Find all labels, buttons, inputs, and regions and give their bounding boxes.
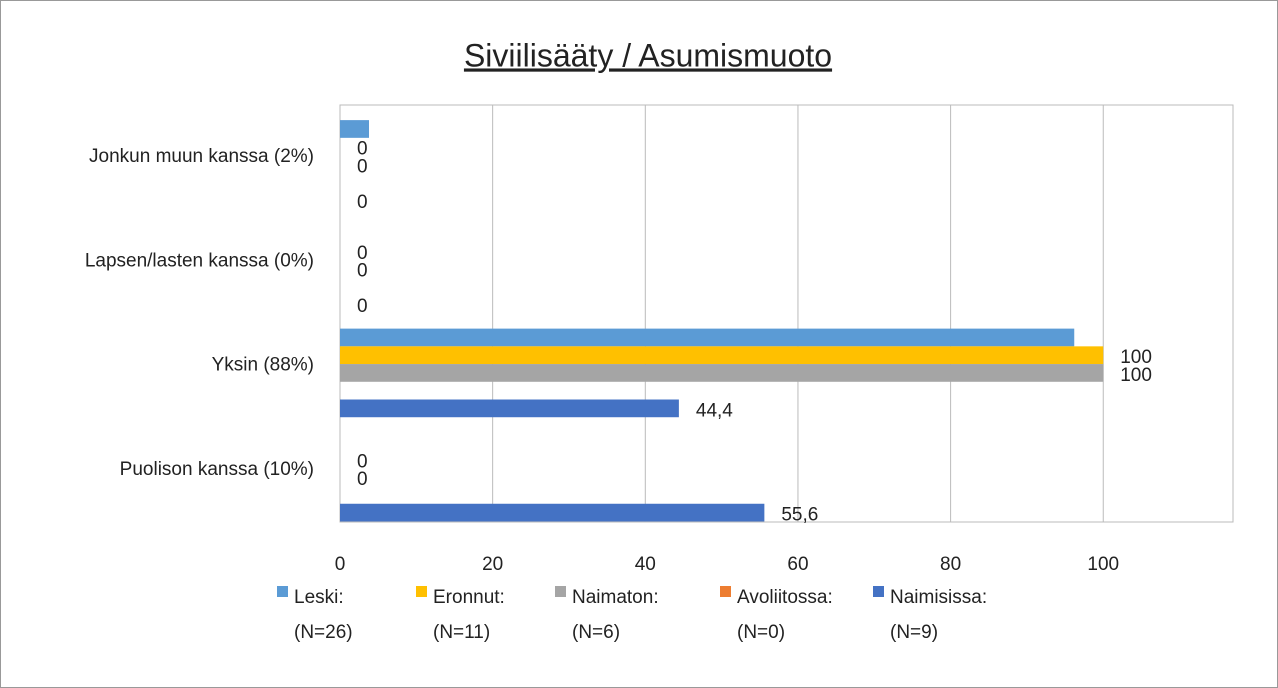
bar [340, 364, 1104, 382]
legend-item: Eronnut: (N=11) [416, 580, 525, 650]
bar [340, 328, 1075, 347]
x-tick-label: 100 [1087, 554, 1119, 575]
data-label: 0 [357, 261, 368, 282]
data-label: 0 [357, 139, 368, 160]
data-label: 0 [357, 296, 368, 317]
y-tick-label: Yksin (88%) [212, 355, 314, 376]
bar [340, 346, 1104, 365]
legend-label: Leski: (N=26) [294, 587, 353, 643]
x-tick-label: 40 [635, 554, 656, 575]
x-tick-label: 80 [940, 554, 961, 575]
legend-label: Eronnut: (N=11) [433, 587, 505, 643]
bar [340, 120, 370, 138]
legend-swatch [720, 586, 731, 597]
data-label: 0 [357, 156, 368, 177]
legend-swatch [555, 586, 566, 597]
legend-item: Naimaton: (N=6) [555, 580, 664, 650]
y-tick-label: Jonkun muun kanssa (2%) [89, 146, 314, 167]
data-label: 0 [357, 243, 368, 264]
data-label: 44,4 [696, 400, 733, 421]
legend-label: Naimaton: (N=6) [572, 587, 659, 643]
legend-swatch [416, 586, 427, 597]
y-tick-label: Lapsen/lasten kanssa (0%) [85, 250, 314, 271]
legend-label: Avoliitossa: (N=0) [737, 587, 833, 643]
y-tick-label: Puolison kanssa (10%) [120, 459, 314, 480]
legend-item: Leski: (N=26) [277, 580, 386, 650]
bar [340, 399, 679, 418]
data-label: 0 [357, 451, 368, 472]
chart-title: Siviilisääty / Asumismuoto [464, 37, 832, 73]
x-tick-label: 60 [787, 554, 808, 575]
legend-item: Naimisissa: (N=9) [873, 580, 988, 650]
data-label: 55,6 [781, 505, 818, 526]
data-label: 100 [1120, 347, 1152, 368]
legend-item: Avoliitossa: (N=0) [720, 580, 833, 650]
legend: Leski: (N=26) Eronnut: (N=11) Naimaton: (N… [0, 580, 1278, 680]
data-label: 100 [1120, 365, 1152, 386]
x-tick-label: 0 [335, 554, 346, 575]
data-label: 0 [357, 469, 368, 490]
legend-label: Naimisissa: (N=9) [890, 587, 988, 643]
legend-swatch [277, 586, 288, 597]
bar [340, 503, 765, 522]
data-label: 0 [357, 192, 368, 213]
x-tick-label: 20 [482, 554, 503, 575]
legend-swatch [873, 586, 884, 597]
